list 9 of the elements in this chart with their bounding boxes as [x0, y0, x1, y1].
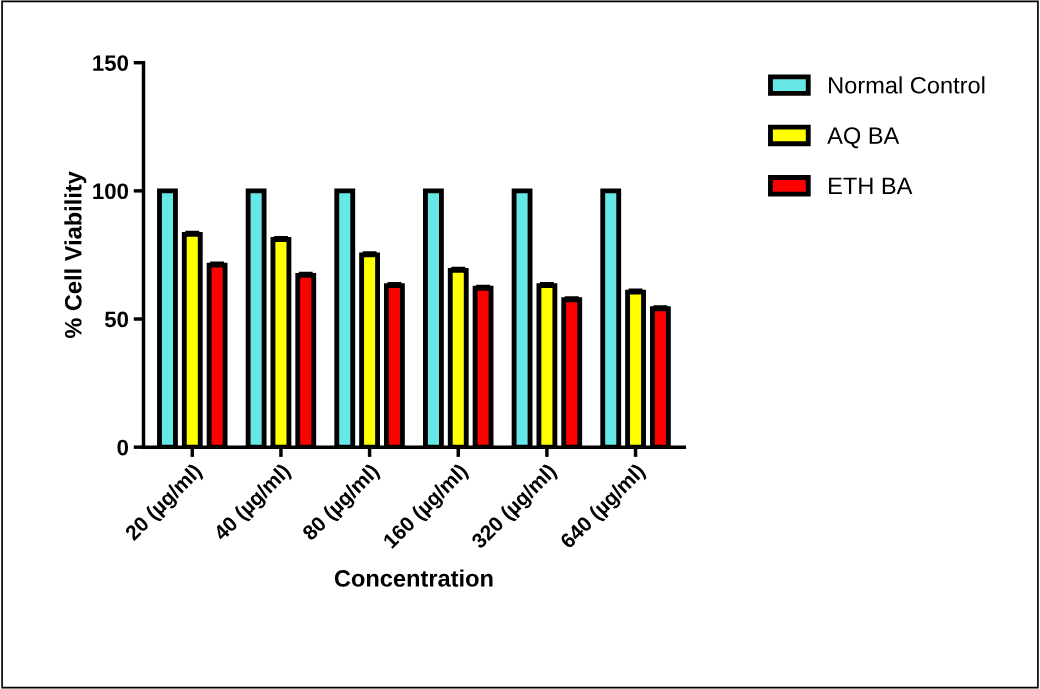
legend-label: AQ BA — [827, 127, 900, 149]
y-tick-label: 100 — [93, 183, 129, 200]
y-tick-label: 0 — [117, 439, 129, 456]
y-tick-label: 50 — [104, 311, 129, 328]
y-axis-title: % Cell Viability — [64, 171, 87, 339]
x-axis-title: Concentration — [334, 569, 493, 587]
legend-label: ETH BA — [829, 177, 913, 195]
legend-label: Normal Control — [829, 76, 985, 94]
y-tick-label: 150 — [93, 55, 129, 71]
